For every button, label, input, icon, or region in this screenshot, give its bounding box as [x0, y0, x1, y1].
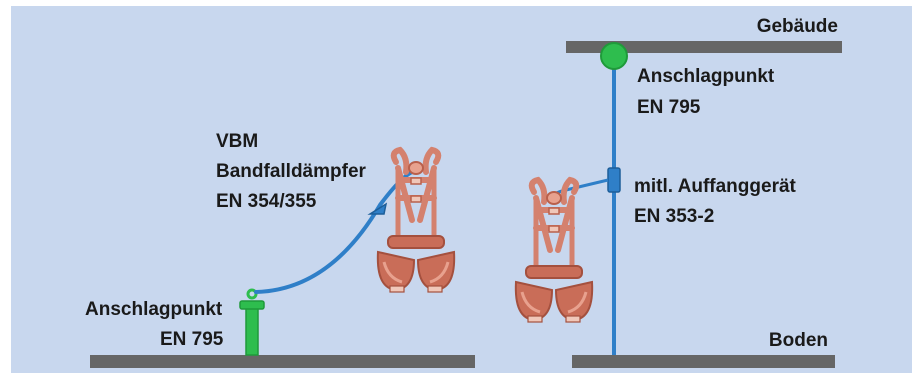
energy-absorber-icon: [367, 202, 388, 215]
building-beam: [566, 41, 842, 53]
ground-label: Boden: [769, 330, 828, 351]
left-ground-beam: [90, 355, 475, 368]
absorber-label-line3: EN 354/355: [216, 191, 317, 212]
absorber-label-line1: VBM: [216, 131, 258, 152]
fall-arrester-icon: [607, 167, 621, 193]
absorber-label-line2: Bandfalldämpfer: [216, 161, 367, 182]
arrester-label-line2: EN 353-2: [634, 206, 714, 227]
arrester-label-line1: mitl. Auffanggerät: [634, 176, 797, 197]
building-label: Gebäude: [757, 16, 838, 37]
diagram-background: [11, 6, 912, 373]
anchor-post-icon: [239, 288, 265, 356]
right-ground-beam: [572, 355, 835, 368]
right-anchor-point-icon: [600, 42, 628, 70]
left-anchor-label-line2: EN 795: [160, 329, 224, 350]
left-anchor-label-line1: Anschlagpunkt: [85, 299, 223, 320]
right-anchor-label-line1: Anschlagpunkt: [637, 66, 775, 87]
right-anchor-label-line2: EN 795: [637, 97, 701, 118]
